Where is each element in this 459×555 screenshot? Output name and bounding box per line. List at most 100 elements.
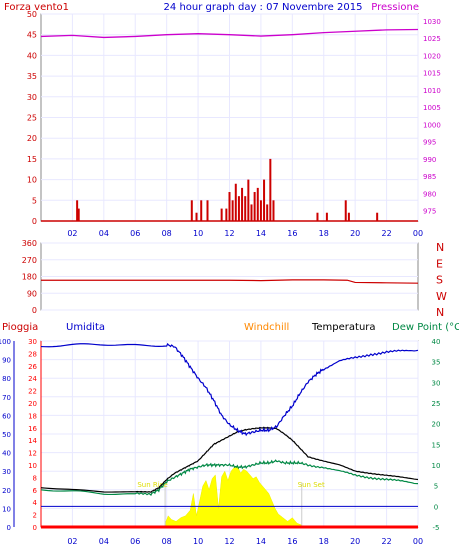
wind-bar bbox=[195, 212, 198, 221]
x-tick-label: 08 bbox=[162, 537, 172, 546]
x-tick-label: 02 bbox=[67, 229, 77, 238]
rain-tick-label: 8 bbox=[33, 474, 37, 482]
y2-tick-label: 980 bbox=[423, 190, 436, 198]
y-tick-label: 10 bbox=[27, 176, 37, 185]
rain-tick-label: 10 bbox=[28, 462, 37, 470]
humidity-tick-label: 70 bbox=[2, 394, 11, 402]
wind-bar bbox=[347, 212, 350, 221]
temp-tick-label: 15 bbox=[432, 441, 441, 449]
rain-tick-label: 4 bbox=[33, 499, 38, 507]
rain-tick-label: 18 bbox=[28, 412, 37, 420]
y-tick-label: 360 bbox=[22, 239, 37, 248]
legend-windchill: Windchill bbox=[244, 322, 289, 333]
y-tick-label: 270 bbox=[22, 256, 37, 265]
y2-tick-label: 1010 bbox=[423, 87, 441, 95]
rain-tick-label: 20 bbox=[28, 400, 37, 408]
y-tick-label: 180 bbox=[22, 273, 37, 282]
x-tick-label: 00 bbox=[413, 229, 423, 238]
x-tick-label: 22 bbox=[381, 537, 391, 546]
humidity-line bbox=[40, 342, 419, 437]
humidity-tick-label: 50 bbox=[2, 431, 11, 439]
rain-tick-label: 30 bbox=[28, 338, 37, 346]
y2-tick-label: 1030 bbox=[423, 18, 441, 26]
y2-tick-label: 1020 bbox=[423, 52, 441, 60]
wind-bar bbox=[76, 200, 79, 221]
y-tick-label: 45 bbox=[27, 31, 37, 40]
rain-tick-label: 14 bbox=[28, 437, 37, 445]
humidity-tick-label: 60 bbox=[2, 412, 11, 420]
wind-bar bbox=[344, 200, 347, 221]
temp-tick-label: 10 bbox=[432, 462, 441, 470]
x-tick-label: 04 bbox=[99, 537, 109, 546]
humidity-tick-label: 20 bbox=[2, 487, 11, 495]
humidity-tick-label: 0 bbox=[7, 524, 11, 532]
y-tick-label: 20 bbox=[27, 134, 37, 143]
humidity-tick-label: 90 bbox=[2, 357, 11, 365]
wind-bar bbox=[228, 192, 231, 221]
wind-bar bbox=[231, 200, 234, 221]
wind-bar bbox=[234, 183, 237, 221]
y-tick-label: 25 bbox=[27, 114, 37, 123]
x-tick-label: 16 bbox=[287, 537, 297, 546]
legend-umidita: Umidita bbox=[66, 322, 105, 333]
wind-bar bbox=[206, 200, 209, 221]
wind-bar bbox=[259, 200, 262, 221]
temp-tick-label: 25 bbox=[432, 400, 441, 408]
temp-tick-label: 5 bbox=[434, 483, 438, 491]
wind-bar bbox=[266, 204, 269, 221]
temp-tick-label: 30 bbox=[432, 379, 441, 387]
compass-label: N bbox=[436, 306, 444, 319]
title-wind-label: Forza vento1 bbox=[4, 2, 69, 13]
y-tick-label: 15 bbox=[27, 155, 37, 164]
wind-bar bbox=[272, 200, 275, 221]
wind-bar bbox=[269, 158, 272, 221]
x-tick-label: 16 bbox=[287, 229, 297, 238]
humidity-tick-label: 10 bbox=[2, 505, 11, 513]
rain-tick-label: 28 bbox=[28, 350, 37, 358]
rain-tick-label: 22 bbox=[28, 388, 37, 396]
rain-tick-label: 24 bbox=[28, 375, 37, 383]
rain-tick-label: 16 bbox=[28, 425, 37, 433]
y-tick-label: 35 bbox=[27, 72, 37, 81]
humidity-tick-label: 80 bbox=[2, 375, 11, 383]
wind-bar bbox=[190, 200, 193, 221]
rain-tick-label: 12 bbox=[28, 450, 37, 458]
x-tick-label: 20 bbox=[350, 229, 360, 238]
x-tick-label: 06 bbox=[130, 537, 140, 546]
humidity-tick-label: 100 bbox=[0, 338, 11, 346]
x-tick-label: 12 bbox=[224, 229, 234, 238]
temp-tick-label: 20 bbox=[432, 421, 441, 429]
rain-tick-label: 6 bbox=[33, 487, 38, 495]
wind-bar bbox=[77, 208, 80, 221]
y2-tick-label: 995 bbox=[423, 139, 436, 147]
x-tick-label: 10 bbox=[193, 537, 203, 546]
x-tick-label: 06 bbox=[130, 229, 140, 238]
y-tick-label: 90 bbox=[27, 289, 37, 298]
temp-tick-label: 0 bbox=[434, 503, 438, 511]
y2-tick-label: 975 bbox=[423, 208, 436, 216]
wind-bar bbox=[237, 196, 240, 221]
compass-label: W bbox=[436, 290, 447, 303]
temp-tick-label: -5 bbox=[433, 524, 440, 532]
x-tick-label: 04 bbox=[99, 229, 109, 238]
humidity-tick-label: 40 bbox=[2, 450, 11, 458]
y-tick-label: 0 bbox=[32, 217, 37, 226]
x-tick-label: 02 bbox=[67, 537, 77, 546]
temp-tick-label: 40 bbox=[432, 338, 441, 346]
y2-tick-label: 1025 bbox=[423, 35, 441, 43]
x-tick-label: 10 bbox=[193, 229, 203, 238]
y-tick-label: 50 bbox=[27, 10, 37, 19]
x-tick-label: 14 bbox=[256, 229, 266, 238]
x-tick-label: 12 bbox=[224, 537, 234, 546]
wind-direction-line bbox=[41, 279, 419, 284]
y-tick-label: 40 bbox=[27, 51, 37, 60]
wind-bar bbox=[220, 208, 223, 221]
rain-tick-label: 2 bbox=[33, 512, 37, 520]
x-tick-label: 14 bbox=[256, 537, 266, 546]
y2-tick-label: 1005 bbox=[423, 104, 441, 112]
y-tick-label: 30 bbox=[27, 93, 37, 102]
wind-bar bbox=[263, 179, 266, 221]
legend-temperatura: Temperatura bbox=[311, 322, 376, 333]
